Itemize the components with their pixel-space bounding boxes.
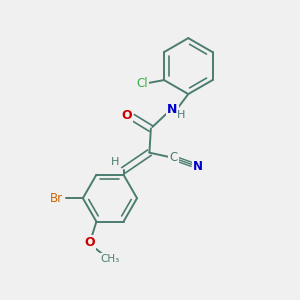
Text: Br: Br [50, 192, 63, 205]
Text: H: H [177, 110, 186, 120]
Text: O: O [122, 109, 132, 122]
Text: CH₃: CH₃ [100, 254, 119, 264]
Text: N: N [167, 103, 177, 116]
Text: H: H [110, 157, 119, 167]
Text: N: N [193, 160, 203, 173]
Text: C: C [169, 152, 178, 164]
Text: Cl: Cl [136, 76, 148, 89]
Text: O: O [85, 236, 95, 249]
